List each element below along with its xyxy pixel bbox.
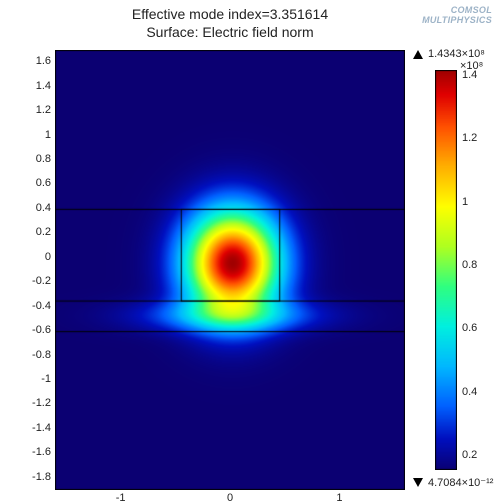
y-tick: -0.8 (32, 349, 51, 361)
colorbar-max-marker-icon (413, 50, 423, 59)
y-tick: 1.2 (36, 104, 51, 116)
y-tick: -1 (41, 373, 51, 385)
y-tick: 0.2 (36, 226, 51, 238)
y-tick: -0.6 (32, 324, 51, 336)
y-tick: -1.8 (32, 471, 51, 483)
colorbar (435, 70, 457, 470)
colorbar-min-marker-icon (413, 478, 423, 487)
colorbar-min-label: 4.7084×10⁻¹² (428, 476, 493, 489)
colorbar-tick: 1.4 (462, 69, 477, 81)
colorbar-tick: 1 (462, 196, 468, 208)
x-tick: 0 (220, 492, 240, 504)
colorbar-max-label: 1.4343×10⁸ (428, 48, 485, 60)
y-tick: -0.4 (32, 300, 51, 312)
y-tick: -1.6 (32, 446, 51, 458)
y-tick: -1.4 (32, 422, 51, 434)
y-tick: 0.4 (36, 202, 51, 214)
y-tick: 0 (45, 251, 51, 263)
colorbar-tick: 0.2 (462, 449, 477, 461)
colorbar-tick: 1.2 (462, 132, 477, 144)
plot-title-line2: Surface: Electric field norm (55, 24, 405, 40)
plot-title-line1: Effective mode index=3.351614 (55, 6, 405, 22)
x-tick: -1 (111, 492, 131, 504)
y-tick: 0.8 (36, 153, 51, 165)
y-tick: -0.2 (32, 275, 51, 287)
y-tick: 1.4 (36, 80, 51, 92)
colorbar-tick: 0.4 (462, 386, 477, 398)
y-tick: -1.2 (32, 397, 51, 409)
colorbar-tick: 0.6 (462, 322, 477, 334)
comsol-logo: COMSOLMULTIPHYSICS (422, 6, 492, 26)
field-surface-plot (55, 50, 405, 490)
x-tick: 1 (329, 492, 349, 504)
y-tick: 0.6 (36, 177, 51, 189)
y-tick: 1 (45, 129, 51, 141)
colorbar-tick: 0.8 (462, 259, 477, 271)
y-tick: 1.6 (36, 55, 51, 67)
